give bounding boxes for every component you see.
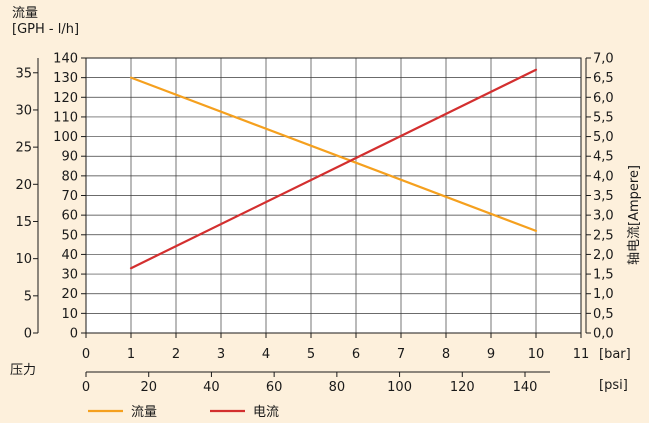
amp-tick-label: 1,0: [593, 287, 614, 302]
lph-tick-label: 100: [53, 130, 78, 145]
right-axis-title: 轴电流[Ampere]: [627, 165, 642, 265]
bar-tick-label: 11: [573, 347, 590, 362]
legend-label-1: 流量: [131, 405, 157, 420]
psi-tick-label: 80: [329, 380, 346, 395]
bar-tick-label: 8: [442, 347, 450, 362]
lph-tick-label: 140: [53, 52, 78, 67]
series-line-1: [129, 76, 538, 232]
gph-tick-label: 0: [24, 327, 32, 342]
amp-tick-label: 4,5: [593, 150, 614, 165]
x-axis-title: 压力: [10, 363, 36, 378]
psi-tick-label: 100: [387, 380, 412, 395]
lph-tick-label: 70: [61, 189, 78, 204]
amp-tick-label: 6,5: [593, 71, 614, 86]
amp-tick-label: 4,0: [593, 169, 614, 184]
series-line-2: [129, 68, 538, 270]
gph-tick-label: 15: [15, 215, 32, 230]
lph-tick-label: 10: [61, 307, 78, 322]
bar-tick-label: 0: [82, 347, 90, 362]
lph-tick-label: 130: [53, 71, 78, 86]
lph-tick-label: 80: [61, 169, 78, 184]
amp-tick-label: 2,5: [593, 228, 614, 243]
bar-tick-label: 5: [307, 347, 315, 362]
legend-label-2: 电流: [253, 405, 279, 420]
lph-tick-label: 50: [61, 228, 78, 243]
lph-tick-label: 60: [61, 209, 78, 224]
bar-tick-label: 2: [172, 347, 180, 362]
bar-unit-label: [bar]: [599, 347, 631, 362]
lph-tick-label: 90: [61, 150, 78, 165]
bar-tick-label: 1: [127, 347, 135, 362]
bar-tick-label: 10: [528, 347, 545, 362]
bar-tick-label: 7: [397, 347, 405, 362]
psi-tick-label: 40: [203, 380, 220, 395]
left-axis-title-line1: 流量: [12, 6, 38, 21]
bar-tick-label: 4: [262, 347, 270, 362]
lph-tick-label: 30: [61, 268, 78, 283]
psi-tick-label: 0: [82, 380, 90, 395]
bar-tick-label: 9: [487, 347, 495, 362]
amp-tick-label: 3,5: [593, 189, 614, 204]
gph-tick-label: 30: [15, 103, 32, 118]
psi-tick-label: 140: [513, 380, 538, 395]
amp-tick-label: 5,0: [593, 130, 614, 145]
psi-tick-label: 120: [450, 380, 475, 395]
lph-tick-label: 120: [53, 91, 78, 106]
psi-tick-label: 60: [266, 380, 283, 395]
lph-tick-label: 40: [61, 248, 78, 263]
lph-tick-label: 20: [61, 287, 78, 302]
amp-tick-label: 6,0: [593, 91, 614, 106]
amp-tick-label: 7,0: [593, 52, 614, 67]
bar-tick-label: 3: [217, 347, 225, 362]
amp-tick-label: 0,5: [593, 307, 614, 322]
amp-tick-label: 2,0: [593, 248, 614, 263]
left-axis-title-line2: [GPH - l/h]: [12, 22, 79, 37]
amp-tick-label: 1,5: [593, 268, 614, 283]
psi-tick-label: 20: [140, 380, 157, 395]
amp-tick-label: 5,5: [593, 110, 614, 125]
lph-tick-label: 0: [70, 327, 78, 342]
psi-unit-label: [psi]: [599, 378, 628, 393]
gph-tick-label: 35: [15, 66, 32, 81]
gph-tick-label: 5: [24, 289, 32, 304]
bar-tick-label: 6: [352, 347, 360, 362]
amp-tick-label: 3,0: [593, 209, 614, 224]
gph-tick-label: 20: [15, 178, 32, 193]
gph-tick-label: 10: [15, 252, 32, 267]
amp-tick-label: 0,0: [593, 327, 614, 342]
lph-tick-label: 110: [53, 110, 78, 125]
gph-tick-label: 25: [15, 141, 32, 156]
